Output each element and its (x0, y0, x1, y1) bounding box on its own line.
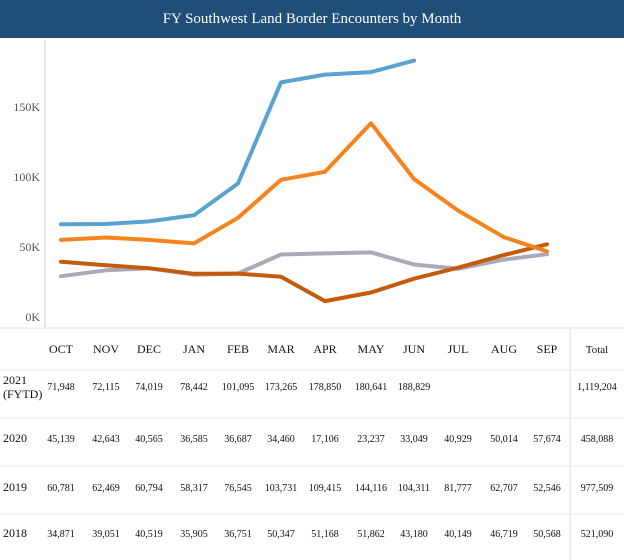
month-header-nov: NOV (93, 342, 119, 356)
row-total: 521,090 (581, 529, 614, 540)
row-label-2019: 2019 (3, 480, 27, 494)
chart-title: FY Southwest Land Border Encounters by M… (0, 0, 624, 38)
table-cell: 50,014 (490, 434, 518, 445)
table-cell: 40,565 (135, 434, 163, 445)
table-cell: 34,460 (267, 434, 295, 445)
table-cell: 23,237 (357, 434, 385, 445)
series-line-2019 (59, 121, 549, 254)
table-cell: 51,862 (357, 529, 385, 540)
table-cell: 36,585 (180, 434, 208, 445)
table-cell: 188,829 (398, 382, 431, 393)
month-header-oct: OCT (49, 342, 74, 356)
table-cell: 144,116 (355, 483, 387, 494)
data-table: OCT NOV DEC JAN FEB MAR APR MAY JUN JUL AUG SEP Tota… (0, 327, 624, 560)
month-header-may: MAY (358, 342, 385, 356)
month-header-aug: AUG (491, 342, 517, 356)
table-cell: 101,095 (222, 382, 255, 393)
table-cell: 62,469 (92, 483, 120, 494)
total-header: Total (586, 344, 608, 356)
month-header-mar: MAR (267, 342, 294, 356)
table-cell: 36,751 (224, 529, 252, 540)
row-label-2021: 2021 (FYTD) (3, 373, 42, 401)
table-cell: 34,871 (47, 529, 75, 540)
month-header-apr: APR (313, 342, 336, 356)
table-cell: 36,687 (224, 434, 252, 445)
series-line-2020 (59, 242, 549, 304)
table-cell: 40,149 (444, 529, 472, 540)
table-cell: 72,115 (92, 382, 119, 393)
table-cell: 60,781 (47, 483, 75, 494)
table-cell: 39,051 (92, 529, 120, 540)
table-cell: 50,568 (533, 529, 561, 540)
table-cell: 33,049 (400, 434, 428, 445)
month-header-jul: JUL (448, 342, 469, 356)
table-cell: 109,415 (309, 483, 342, 494)
month-header-jun: JUN (403, 342, 425, 356)
row-total: 1,119,204 (577, 382, 617, 393)
table-cell: 78,442 (180, 382, 208, 393)
y-tick-label: 150K (13, 100, 40, 114)
table-cell: 17,106 (311, 434, 339, 445)
table-cell: 52,546 (533, 483, 561, 494)
table-cell: 60,794 (135, 483, 163, 494)
table-cell: 180,641 (355, 382, 388, 393)
row-label-2020: 2020 (3, 431, 27, 445)
y-axis: 0K 50K 100K 150K (13, 40, 46, 327)
table-cell: 74,019 (135, 382, 163, 393)
table-cell: 178,850 (309, 382, 342, 393)
table-cell: 43,180 (400, 529, 428, 540)
table-cell: 40,519 (135, 529, 163, 540)
series-line-2021 (59, 58, 416, 227)
table-cell: 76,545 (224, 483, 252, 494)
row-total: 458,088 (581, 434, 614, 445)
table-cell: 40,929 (444, 434, 472, 445)
y-tick-label: 100K (13, 170, 40, 184)
row-total: 977,509 (581, 483, 614, 494)
table-cell: 62,707 (490, 483, 518, 494)
table-cell: 51,168 (311, 529, 339, 540)
table-cell: 81,777 (444, 483, 472, 494)
table-cell: 46,719 (490, 529, 518, 540)
table-cell: 45,139 (47, 434, 75, 445)
table-cell: 50,347 (267, 529, 295, 540)
table-cell: 104,311 (398, 483, 430, 494)
y-tick-label: 50K (19, 240, 40, 254)
table-cell: 173,265 (265, 382, 298, 393)
table-cell: 71,948 (47, 382, 75, 393)
table-cell: 42,643 (92, 434, 120, 445)
row-label-2018: 2018 (3, 526, 27, 540)
series-lines (59, 58, 549, 304)
month-header-jan: JAN (183, 342, 205, 356)
y-tick-label: 0K (25, 310, 40, 324)
table-cell: 103,731 (265, 483, 298, 494)
table-cell: 35,905 (180, 529, 208, 540)
month-header-feb: FEB (227, 342, 249, 356)
month-header-dec: DEC (137, 342, 161, 356)
month-header-sep: SEP (537, 342, 558, 356)
table-cell: 57,674 (533, 434, 561, 445)
table-cell: 58,317 (180, 483, 208, 494)
